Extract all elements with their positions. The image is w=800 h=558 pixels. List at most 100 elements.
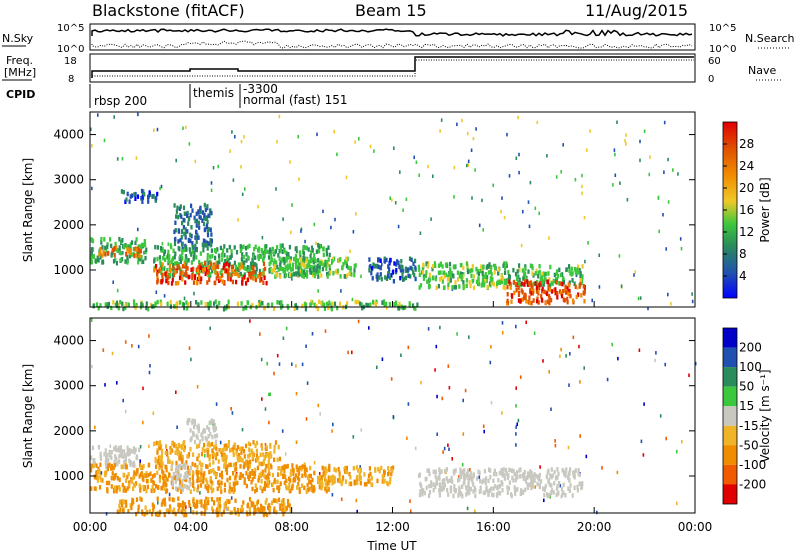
scatter-speckle xyxy=(290,230,292,235)
scatter-cell xyxy=(226,259,229,264)
scatter-cell xyxy=(315,268,318,273)
velocity-colorbar-tick-label: 100 xyxy=(739,360,762,374)
scatter-cell xyxy=(125,478,128,483)
scatter-cell xyxy=(260,461,263,467)
scatter-cell xyxy=(458,284,461,289)
scatter-cell xyxy=(204,207,207,213)
scatter-cell xyxy=(167,253,170,258)
scatter-cell xyxy=(397,260,400,265)
scatter-speckle xyxy=(620,284,623,288)
scatter-speckle xyxy=(517,418,520,423)
scatter-cell xyxy=(305,264,309,270)
scatter-speckle xyxy=(301,362,304,367)
scatter-cell xyxy=(265,463,268,469)
scatter-cell xyxy=(276,499,279,504)
scatter-speckle xyxy=(391,198,393,202)
scatter-cell xyxy=(467,468,470,474)
scatter-cell xyxy=(128,447,131,453)
scatter-cell xyxy=(524,479,527,484)
scatter-cell xyxy=(266,479,269,484)
scatter-cell xyxy=(105,452,108,458)
scatter-cell xyxy=(396,259,399,264)
scatter-cell xyxy=(254,277,257,283)
scatter-cell xyxy=(303,269,306,275)
scatter-cell xyxy=(327,475,330,480)
scatter-speckle xyxy=(386,306,388,310)
scatter-cell xyxy=(553,288,556,293)
scatter-cell xyxy=(255,267,258,272)
scatter-cell xyxy=(265,280,268,286)
scatter-speckle xyxy=(139,459,141,463)
scatter-cell xyxy=(234,498,237,503)
scatter-cell xyxy=(124,305,127,310)
scatter-speckle xyxy=(596,510,598,515)
scatter-cell xyxy=(329,476,332,481)
scatter-cell xyxy=(498,484,501,489)
scatter-cell xyxy=(251,477,254,482)
scatter-cell xyxy=(488,281,492,286)
scatter-cell xyxy=(482,280,485,285)
scatter-cell xyxy=(265,445,268,450)
scatter-cell xyxy=(268,480,271,485)
scatter-cell xyxy=(241,274,244,279)
scatter-cell xyxy=(200,300,203,305)
scatter-cell xyxy=(188,469,192,474)
scatter-cell xyxy=(216,451,219,457)
scatter-cell xyxy=(348,271,351,276)
scatter-cell xyxy=(414,265,417,270)
scatter-cell xyxy=(519,298,522,304)
scatter-cell xyxy=(325,482,329,488)
scatter-cell xyxy=(186,465,190,470)
scatter-cell xyxy=(122,306,125,312)
scatter-cell xyxy=(437,270,440,276)
scatter-cell xyxy=(273,306,276,311)
scatter-cell xyxy=(308,267,311,273)
scatter-speckle xyxy=(409,499,411,503)
scatter-cell xyxy=(188,503,191,508)
scatter-speckle xyxy=(159,186,161,191)
scatter-cell xyxy=(228,475,232,481)
scatter-cell xyxy=(205,499,208,504)
scatter-cell xyxy=(320,300,323,306)
scatter-cell xyxy=(248,447,251,452)
scatter-cell xyxy=(242,464,245,470)
scatter-cell xyxy=(166,477,169,482)
scatter-cell xyxy=(282,473,285,478)
scatter-cell xyxy=(273,478,276,483)
scatter-cell xyxy=(295,464,298,469)
scatter-cell xyxy=(578,284,581,289)
scatter-cell xyxy=(179,300,182,305)
scatter-cell xyxy=(445,467,448,472)
scatter-cell xyxy=(233,271,236,276)
scatter-speckle xyxy=(453,165,456,170)
scatter-cell xyxy=(207,213,210,218)
scatter-cell xyxy=(251,486,254,492)
scatter-cell xyxy=(261,469,264,475)
scatter-cell xyxy=(505,471,508,476)
scatter-speckle xyxy=(677,172,679,176)
scatter-cell xyxy=(176,464,180,469)
scatter-cell xyxy=(186,306,189,311)
scatter-cell xyxy=(418,472,421,477)
scatter-cell xyxy=(248,497,252,502)
scatter-cell xyxy=(232,452,235,458)
scatter-cell xyxy=(222,248,225,253)
scatter-cell xyxy=(156,299,159,305)
scatter-cell xyxy=(145,488,148,494)
scatter-cell xyxy=(153,267,156,273)
scatter-cell xyxy=(114,302,117,308)
scatter-cell xyxy=(114,241,117,247)
scatter-cell xyxy=(395,262,398,267)
scatter-cell xyxy=(317,476,320,481)
scatter-cell xyxy=(170,259,173,265)
scatter-cell xyxy=(369,471,372,477)
scatter-cell xyxy=(428,471,431,477)
scatter-cell xyxy=(241,277,244,282)
scatter-cell xyxy=(278,456,282,462)
scatter-cell xyxy=(177,280,180,286)
scatter-cell xyxy=(516,474,519,480)
scatter-cell xyxy=(292,468,295,473)
scatter-cell xyxy=(546,291,549,297)
scatter-cell xyxy=(218,497,221,502)
scatter-cell xyxy=(183,445,186,450)
